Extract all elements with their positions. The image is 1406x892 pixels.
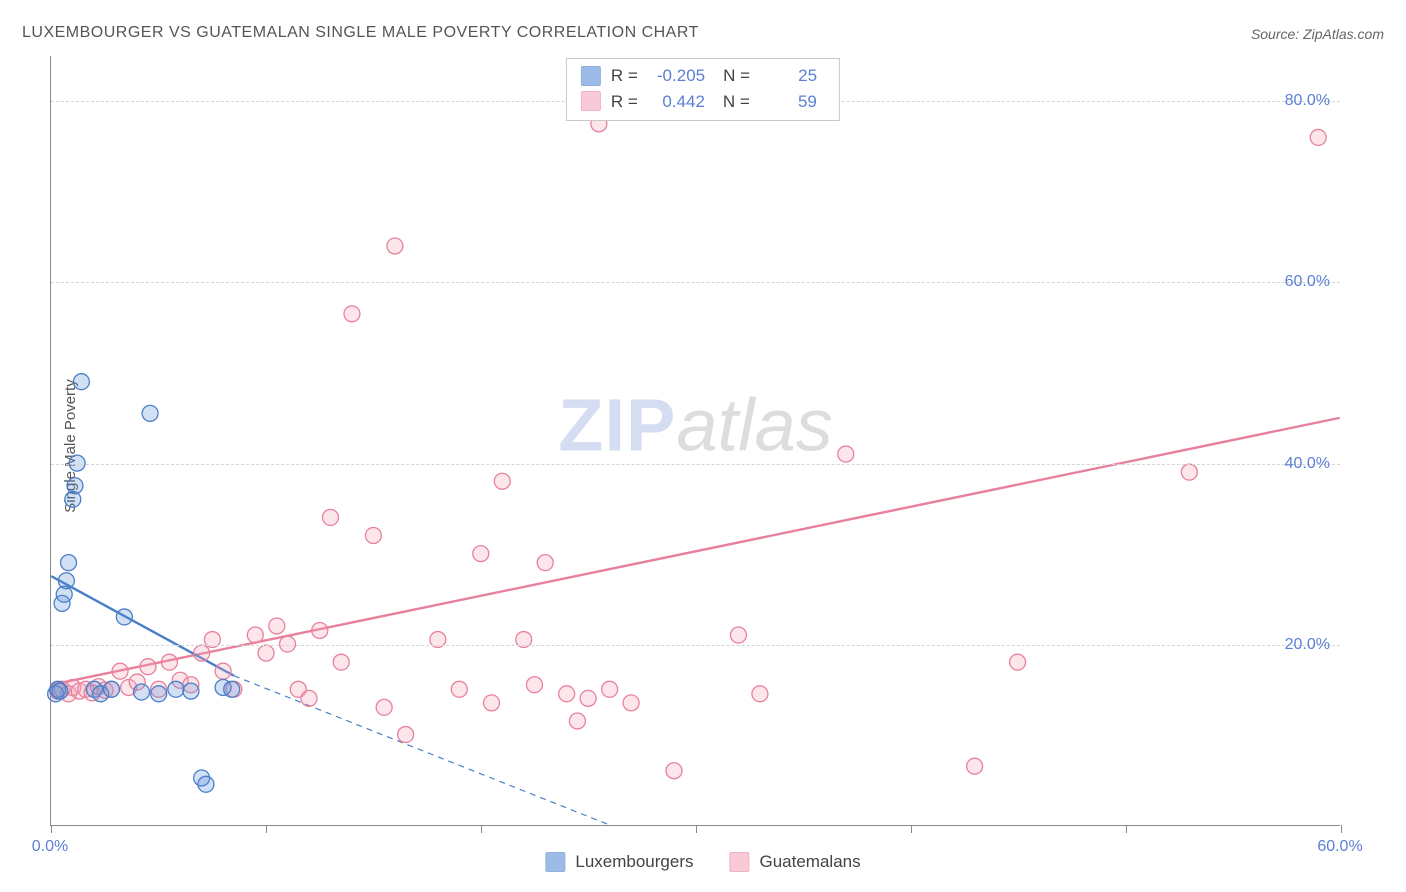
legend-item-guatemalans: Guatemalans — [730, 852, 861, 872]
plot-area: ZIPatlas 20.0%40.0%60.0%80.0% — [50, 56, 1340, 826]
r-value-2: 0.442 — [657, 89, 713, 115]
r-label: R = — [611, 89, 647, 115]
chart-title: LUXEMBOURGER VS GUATEMALAN SINGLE MALE P… — [22, 24, 699, 42]
x-tick — [696, 825, 697, 833]
r-label: R = — [611, 63, 647, 89]
swatch-guatemalans — [581, 91, 601, 111]
legend-item-luxembourgers: Luxembourgers — [545, 852, 693, 872]
legend-label: Luxembourgers — [575, 852, 693, 872]
y-tick-label: 60.0% — [1285, 273, 1330, 291]
r-value-1: -0.205 — [657, 63, 713, 89]
swatch-guatemalans — [730, 852, 750, 872]
n-label: N = — [723, 63, 759, 89]
legend-series: Luxembourgers Guatemalans — [545, 852, 860, 872]
legend-label: Guatemalans — [760, 852, 861, 872]
x-tick — [481, 825, 482, 833]
swatch-luxembourgers — [545, 852, 565, 872]
y-tick-label: 80.0% — [1285, 92, 1330, 110]
x-tick — [266, 825, 267, 833]
x-tick — [1126, 825, 1127, 833]
x-tick-label: 60.0% — [1317, 838, 1362, 856]
y-tick-label: 20.0% — [1285, 636, 1330, 654]
x-tick-label: 0.0% — [32, 838, 68, 856]
y-tick-label: 40.0% — [1285, 455, 1330, 473]
gridline — [51, 464, 1340, 465]
swatch-luxembourgers — [581, 66, 601, 86]
x-tick — [911, 825, 912, 833]
gridline — [51, 282, 1340, 283]
source-attribution: Source: ZipAtlas.com — [1251, 26, 1384, 42]
gridline — [51, 645, 1340, 646]
n-value-2: 59 — [769, 89, 825, 115]
plot-svg — [51, 56, 1340, 825]
legend-row-1: R = -0.205 N = 25 — [581, 63, 825, 89]
x-tick — [51, 825, 52, 833]
n-value-1: 25 — [769, 63, 825, 89]
legend-correlation: R = -0.205 N = 25 R = 0.442 N = 59 — [566, 58, 840, 121]
x-tick — [1341, 825, 1342, 833]
n-label: N = — [723, 89, 759, 115]
legend-row-2: R = 0.442 N = 59 — [581, 89, 825, 115]
